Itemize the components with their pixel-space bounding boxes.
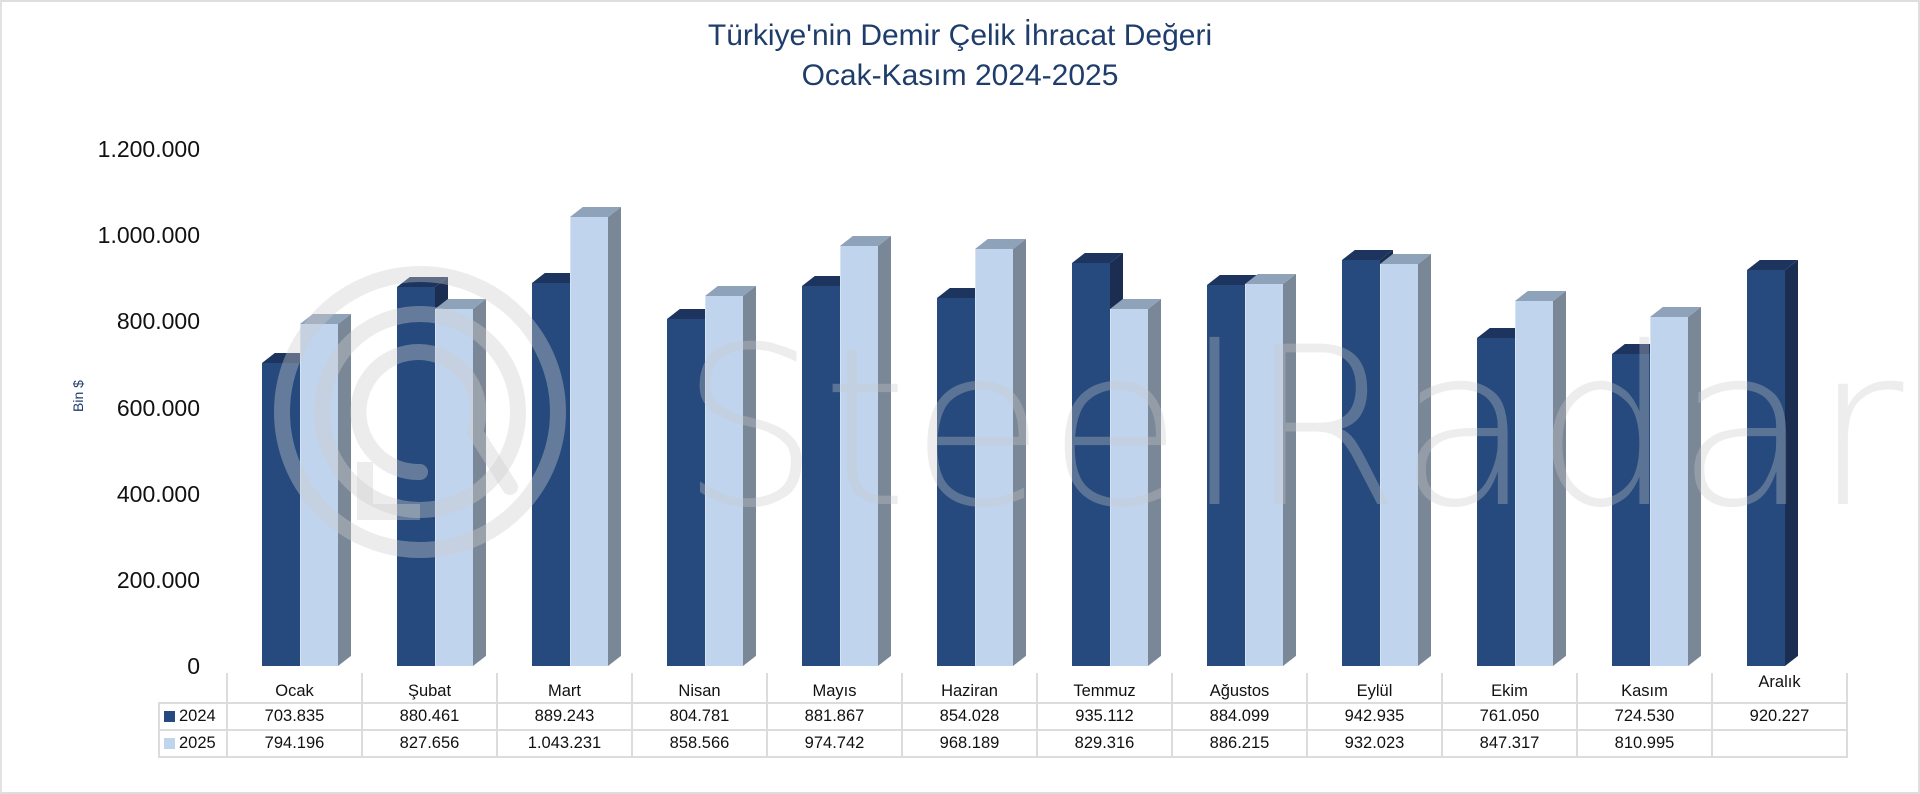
legend-swatch-2025-icon [164,738,175,749]
table-cell: 942.935 [1306,702,1443,731]
legend-2025: 2025 [158,729,228,758]
bar-2025 [570,206,621,666]
bar-2024 [397,276,448,666]
month-header: Ağustos [1171,673,1308,704]
table-cell: 829.316 [1036,729,1173,758]
y-tick: 1.000.000 [97,222,200,248]
bar-2025 [1245,273,1296,666]
table-cell: 881.867 [766,702,903,731]
bar-2024 [1207,274,1258,666]
bar-2024 [532,272,583,666]
table-cell: 804.781 [631,702,768,731]
month-header: Temmuz [1036,673,1173,704]
table-cell: 1.043.231 [496,729,633,758]
bar-2024 [1342,249,1393,666]
table-cell: 920.227 [1711,702,1848,731]
month-header: Ekim [1441,673,1578,704]
bar-2025 [1515,290,1566,666]
month-header: Aralık [1711,673,1848,704]
bar-2025 [705,285,756,666]
bar-2024 [667,308,718,666]
chart-title: Türkiye'nin Demir Çelik İhracat Değeri [707,19,1213,52]
bar-2025 [975,238,1026,666]
table-cell: 935.112 [1036,702,1173,731]
table-cell: 880.461 [361,702,498,731]
table-cell: 968.189 [901,729,1038,758]
table-cell: 724.530 [1576,702,1713,731]
table-row: 2025 794.196 827.656 1.043.231 858.566 9… [158,729,1848,758]
bar-2025 [1110,298,1161,666]
table-cell: 794.196 [226,729,363,758]
month-header: Eylül [1306,673,1443,704]
month-header: Nisan [631,673,768,704]
y-tick: 800.000 [116,308,200,334]
bar-2025 [435,298,486,666]
bar-2024 [1072,252,1123,666]
bar-2024 [1477,327,1528,666]
y-tick: 600.000 [116,395,200,421]
month-header: Mart [496,673,633,704]
month-header: Kasım [1576,673,1713,704]
bar-2024 [1747,259,1798,666]
bar-2024 [1612,343,1663,666]
month-header: Şubat [361,673,498,704]
bar-2025 [1650,306,1701,666]
month-header: Haziran [901,673,1038,704]
table-cell [1711,729,1848,758]
table-cell: 974.742 [766,729,903,758]
bar-2024 [937,287,988,666]
bar-2025 [1380,253,1431,666]
bar-2025 [300,313,351,666]
table-cell: 810.995 [1576,729,1713,758]
table-cell: 886.215 [1171,729,1308,758]
bar-2024 [262,352,313,666]
table-row: 2024 703.835 880.461 889.243 804.781 881… [158,702,1848,731]
table-cell: 703.835 [226,702,363,731]
data-table: Ocak Şubat Mart Nisan Mayıs Haziran Temm… [158,673,1848,758]
table-cell: 889.243 [496,702,633,731]
y-tick: 0 [187,653,200,679]
table-cell: 761.050 [1441,702,1578,731]
table-cell: 827.656 [361,729,498,758]
y-tick: 1.200.000 [97,136,200,162]
table-cell: 854.028 [901,702,1038,731]
month-header: Mayıs [766,673,903,704]
y-tick: 200.000 [116,567,200,593]
legend-2024: 2024 [158,702,228,731]
month-header: Ocak [226,673,363,704]
y-tick: 400.000 [116,481,200,507]
table-cell: 858.566 [631,729,768,758]
bar-2025 [840,235,891,666]
table-cell: 932.023 [1306,729,1443,758]
bar-2024 [802,275,853,666]
chart-subtitle: Ocak-Kasım 2024-2025 [801,59,1119,92]
table-header-row: Ocak Şubat Mart Nisan Mayıs Haziran Temm… [159,673,1848,704]
table-cell: 847.317 [1441,729,1578,758]
legend-swatch-2024-icon [164,711,175,722]
table-cell: 884.099 [1171,702,1308,731]
